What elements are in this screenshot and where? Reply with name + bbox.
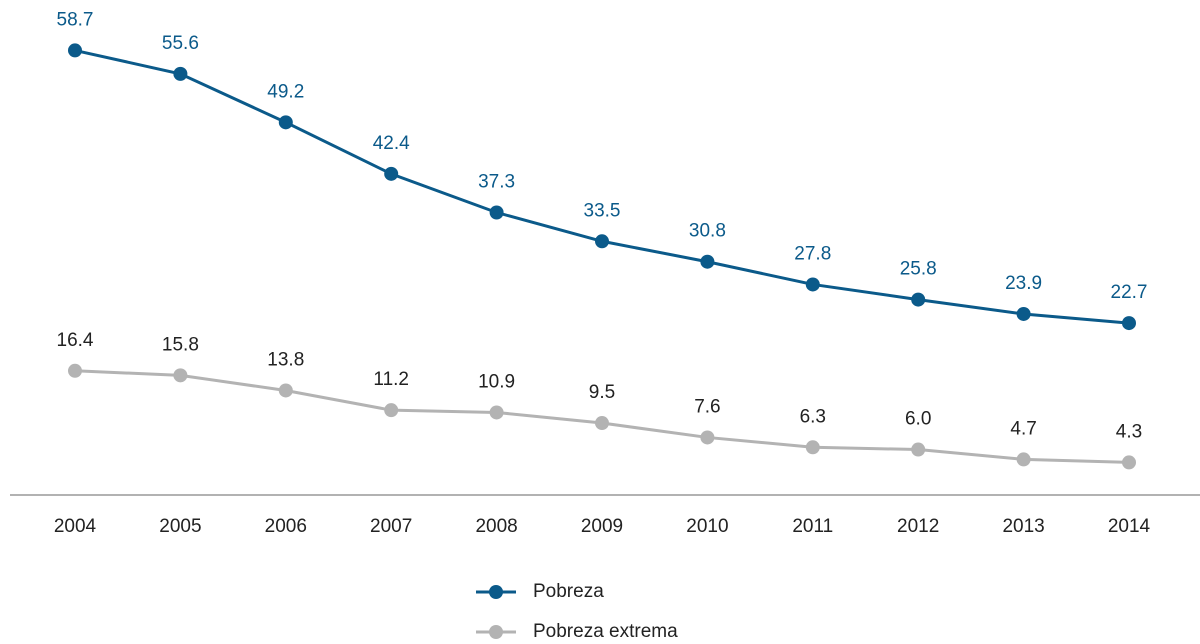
- data-point: [700, 254, 715, 269]
- data-point: [1016, 306, 1031, 321]
- data-label: 4.7: [1010, 418, 1036, 439]
- data-point: [595, 416, 609, 431]
- series-line: [74, 48, 1130, 325]
- data-point: [278, 115, 293, 130]
- x-tick-label: 2004: [54, 516, 97, 537]
- x-tick-label: 2014: [1108, 516, 1151, 537]
- data-point: [911, 442, 926, 457]
- x-tick-label: 2006: [265, 516, 307, 537]
- data-point: [911, 292, 926, 307]
- data-label: 49.2: [267, 81, 304, 102]
- data-point: [1122, 455, 1136, 470]
- data-point: [384, 403, 399, 418]
- legend-marker: [489, 585, 503, 599]
- data-point: [489, 205, 504, 220]
- x-tick-label: 2012: [897, 516, 939, 537]
- data-label: 37.3: [478, 172, 515, 193]
- data-point: [805, 277, 820, 292]
- data-label: 25.8: [900, 259, 937, 280]
- data-point: [173, 368, 188, 383]
- data-label: 30.8: [689, 221, 726, 242]
- data-label: 42.4: [373, 133, 410, 154]
- data-point: [1016, 452, 1031, 467]
- data-point: [384, 166, 399, 181]
- data-label: 58.7: [57, 9, 94, 30]
- x-tick-label: 2005: [159, 516, 201, 537]
- data-label: 33.5: [584, 200, 621, 221]
- data-label: 13.8: [267, 349, 304, 370]
- x-tick-label: 2013: [1002, 516, 1044, 537]
- data-point: [173, 66, 188, 81]
- data-point: [68, 43, 82, 58]
- data-label: 22.7: [1111, 282, 1148, 303]
- data-point: [700, 430, 715, 445]
- data-label: 27.8: [794, 243, 831, 264]
- x-tick-label: 2008: [475, 516, 517, 537]
- data-point: [1122, 316, 1136, 331]
- data-label: 55.6: [162, 33, 199, 54]
- data-label: 4.3: [1116, 421, 1142, 442]
- data-label: 15.8: [162, 334, 199, 355]
- data-point: [68, 363, 82, 378]
- data-label: 6.0: [905, 409, 931, 430]
- data-label: 6.3: [800, 406, 826, 427]
- x-tick-label: 2011: [792, 516, 833, 537]
- legend-label: Pobreza extrema: [533, 621, 678, 642]
- data-label: 7.6: [694, 396, 720, 417]
- data-point: [805, 440, 820, 455]
- data-label: 9.5: [589, 382, 615, 403]
- legend-marker: [489, 625, 503, 639]
- data-label: 11.2: [373, 369, 409, 390]
- data-label: 16.4: [57, 330, 94, 351]
- data-label: 23.9: [1005, 273, 1042, 294]
- x-tick-label: 2009: [581, 516, 623, 537]
- data-label: 10.9: [478, 371, 515, 392]
- data-point: [595, 234, 609, 249]
- x-tick-label: 2007: [370, 516, 412, 537]
- x-tick-label: 2010: [686, 516, 728, 537]
- legend-label: Pobreza: [533, 581, 604, 602]
- data-point: [489, 405, 504, 420]
- data-point: [278, 383, 293, 398]
